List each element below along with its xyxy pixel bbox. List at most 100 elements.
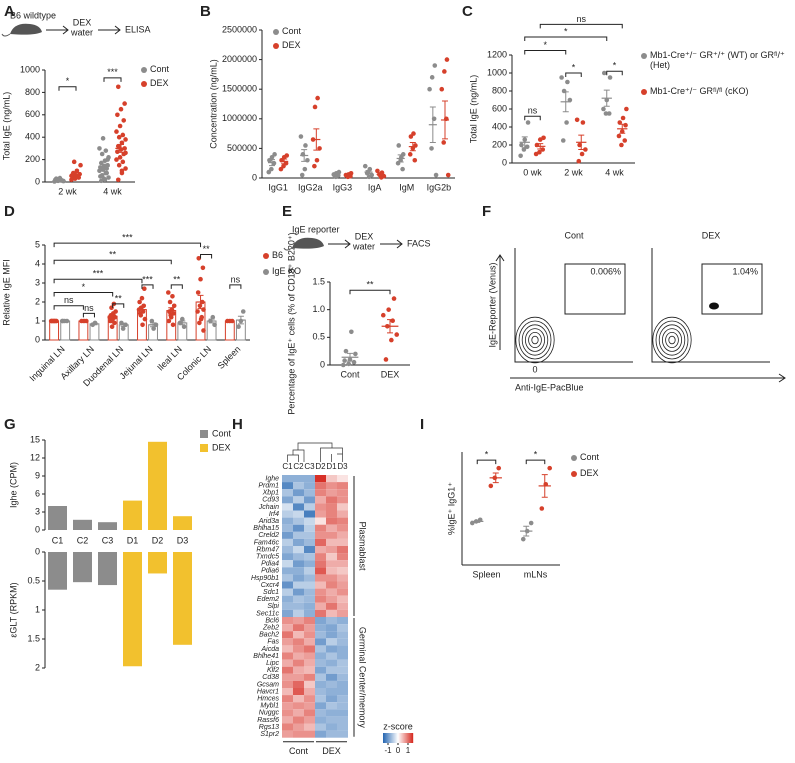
data-point [375,168,380,174]
legend-label: DEX [150,78,169,88]
data-point [390,318,395,324]
row-label: Fas [267,639,279,646]
significance-label: ** [115,293,123,303]
heatmap-cell [293,609,304,617]
heatmap-cell [304,496,315,504]
significance-label: * [564,26,568,36]
y-tick-label: 0 [35,334,40,344]
heatmap-cell [337,723,348,731]
heatmap-cell [337,482,348,490]
gate [701,263,763,315]
heatmap-cell [337,510,348,518]
y-arrow [495,254,505,350]
y-tick-label: 12 [30,452,40,462]
heatmap-cell [304,524,315,532]
heatmap-cell [326,631,337,639]
colorbar-step [406,733,408,743]
error-bar [387,319,393,334]
density-contour [515,316,555,364]
data-point [412,157,418,163]
heatmap-cell [282,716,293,724]
density-contour [662,328,683,352]
data-point [198,316,204,322]
colorbar-step [384,733,386,743]
x-tick-label: 2 wk [58,186,77,196]
data-point [114,129,119,134]
data-point [123,150,128,156]
y-axis-label: IgE-Reporter (Venus) [487,262,497,347]
legend-marker [571,471,577,477]
data-point [298,134,304,139]
data-point [442,69,447,74]
gate-percentage: 1.04% [732,266,758,276]
y-tick-label: 2500000 [222,24,257,34]
data-point [317,146,322,151]
colorbar-step [390,733,392,743]
legend-label-box: Cont [282,26,302,36]
x-tick-label: IgG2b [427,182,452,192]
significance-label: * [613,61,617,71]
column-group-label: DEX [322,746,341,756]
heatmap-cell [326,609,337,617]
data-point [281,163,286,169]
heatmap-cell [293,595,304,603]
plot-title: Cont [564,230,584,240]
colorbar-tick-label: -1 [384,746,392,755]
heatmap-cell [326,688,337,696]
heatmap-cell [282,496,293,504]
heatmap-cell [315,517,326,525]
x-tick-label: 4 wk [103,186,122,196]
heatmap-cell [337,617,348,625]
data-point [151,326,156,331]
x-tick-label: 0 wk [523,167,542,177]
data-point [167,299,173,305]
heatmap-cell [315,609,326,617]
data-point [74,168,80,174]
heatmap-cell [337,638,348,646]
row-label: S1pr2 [260,731,279,738]
data-point [195,290,201,295]
heatmap-cell [326,489,337,497]
gate-percentage: 0.006% [590,266,621,276]
heatmap-cell [326,475,337,483]
data-point [115,177,121,183]
heatmap-cell [326,695,337,703]
heatmap-cell [282,567,293,575]
significance-label: *** [122,232,133,242]
plot-title: DEX [702,230,721,240]
colorbar-step [403,733,405,743]
colorbar-tick-label: 1 [406,746,411,755]
row-label: Bcl6 [265,617,279,624]
data-point [619,142,624,148]
arrow [380,239,403,249]
density-contour [668,335,676,345]
heatmap-cell [293,638,304,646]
y-tick-label: 1 [35,604,40,614]
data-point [266,169,272,175]
legend-label: Cont [282,26,302,36]
data-point [168,313,173,318]
legend-swatch [200,430,208,438]
data-point [100,136,106,141]
heatmap-cell [282,524,293,532]
significance-bracket [524,50,567,55]
data-point [120,159,126,165]
bar [98,522,117,530]
heatmap-cell [315,503,326,511]
heatmap-cell [282,617,293,625]
error-bar [603,89,610,107]
data-point [541,135,546,141]
heatmap-cell [293,546,304,554]
row-label: Sec11c [256,610,279,617]
data-point [196,255,202,261]
significance-bracket [53,278,143,284]
row-label: Gcsam [257,681,279,688]
legend-marker [273,43,279,49]
heatmap-cell [337,666,348,674]
colorbar-step [393,733,395,743]
gate [564,263,626,315]
error-bar [345,174,352,177]
heatmap-cell [326,716,337,724]
significance-bracket [53,305,84,310]
data-point [346,361,351,367]
